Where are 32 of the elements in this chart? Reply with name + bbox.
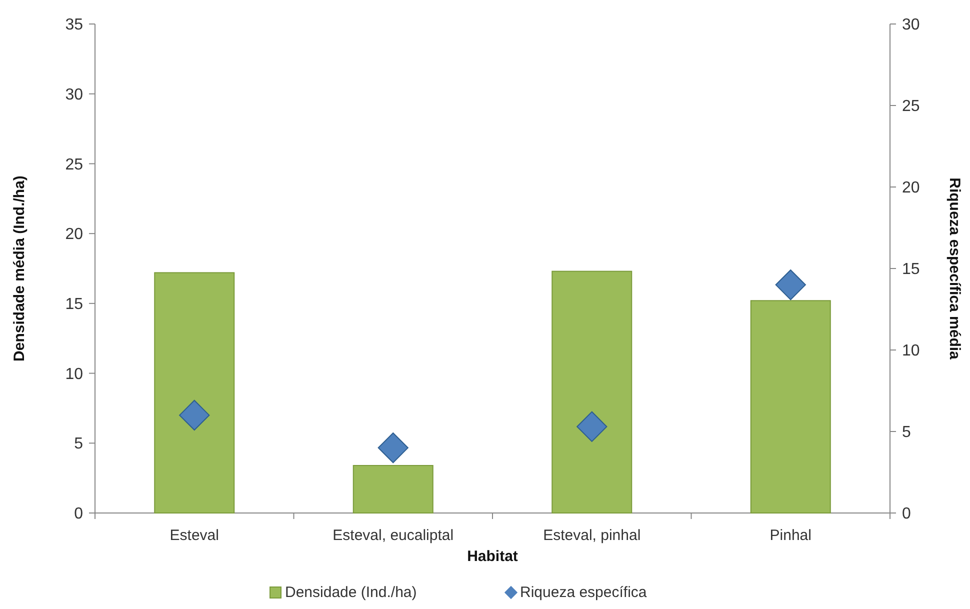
bar xyxy=(352,464,434,514)
point xyxy=(378,432,408,464)
y-axis-title: Densidade média (Ind./ha) xyxy=(11,176,28,362)
y2-tick-label: 25 xyxy=(902,98,920,116)
bar xyxy=(552,270,632,514)
y-tick-label: 15 xyxy=(65,296,84,314)
y-tick-label: 35 xyxy=(65,16,84,34)
y-tick-label: 5 xyxy=(74,436,84,453)
y2-tick-label: 0 xyxy=(902,506,911,523)
x-tick-label: Esteval xyxy=(170,527,219,544)
y-tick-label: 0 xyxy=(74,506,84,523)
y-tick-label: 10 xyxy=(65,366,84,383)
y2-axis-title: Riqueza específica média xyxy=(946,178,963,360)
x-tick-label: Pinhal xyxy=(770,527,812,544)
bar xyxy=(750,300,831,514)
y2-tick-label: 20 xyxy=(902,180,920,197)
y-tick-label: 25 xyxy=(65,156,84,174)
point xyxy=(179,400,210,431)
point xyxy=(775,269,806,300)
y2-tick-label: 10 xyxy=(902,342,920,360)
bar xyxy=(154,272,235,514)
y-tick-label: 30 xyxy=(65,86,84,104)
x-tick-label: Esteval, pinhal xyxy=(543,527,641,544)
x-tick-label: Esteval, eucaliptal xyxy=(332,527,454,544)
legend-label: Densidade (Ind./ha) xyxy=(285,584,417,601)
y2-tick-label: 5 xyxy=(902,424,911,442)
x-axis-title: Habitat xyxy=(467,548,518,565)
y2-tick-label: 15 xyxy=(902,261,920,278)
y-tick-label: 20 xyxy=(65,226,84,244)
legend-label: Riqueza específica xyxy=(520,584,648,601)
point xyxy=(576,411,608,442)
y2-tick-label: 30 xyxy=(902,16,920,34)
